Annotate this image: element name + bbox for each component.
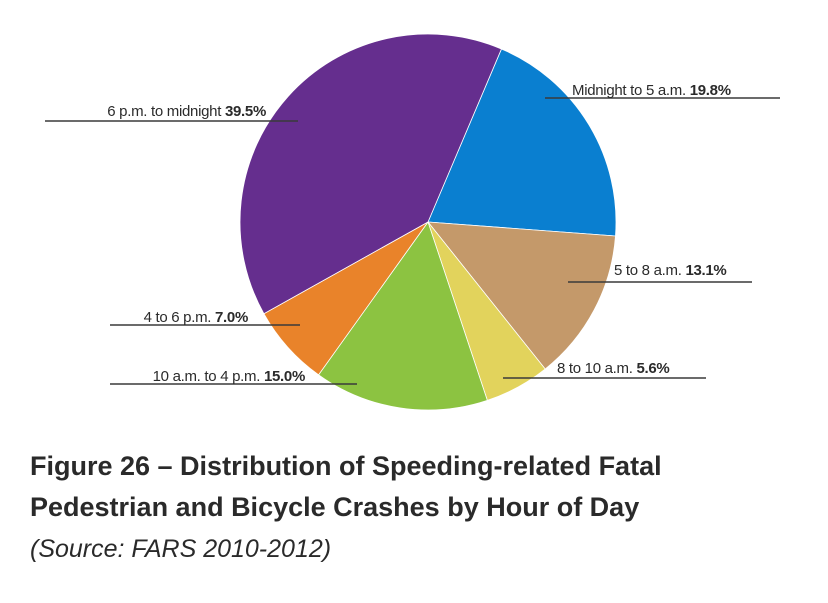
slice-value-label: 13.1% (685, 262, 726, 279)
figure-caption: Figure 26 – Distribution of Speeding-rel… (30, 446, 810, 528)
slice-label-text: 4 to 6 p.m. (144, 309, 215, 326)
pie-chart: Midnight to 5 a.m. 19.8% 5 to 8 a.m. 13.1… (45, 33, 780, 411)
slice-value-label: 15.0% (264, 368, 305, 385)
slice-value-label: 39.5% (225, 103, 266, 120)
slice-label-3: 8 to 10 a.m. 5.6% (557, 360, 669, 377)
figure-source: (Source: FARS 2010-2012) (30, 535, 332, 563)
slice-value-label: 19.8% (690, 82, 731, 99)
pie-slice-2 (427, 221, 616, 370)
caption-line-1: Figure 26 – Distribution of Speeding-rel… (30, 451, 662, 481)
slice-label-1: Midnight to 5 a.m. 19.8% (572, 82, 731, 99)
slice-label-text: 10 a.m. to 4 p.m. (153, 368, 264, 385)
slice-label-text: 8 to 10 a.m. (557, 360, 636, 377)
slice-value-label: 7.0% (215, 309, 248, 326)
caption-line-2: Pedestrian and Bicycle Crashes by Hour o… (30, 492, 640, 522)
slice-label-text: 5 to 8 a.m. (614, 262, 685, 279)
pie-slice-6 (239, 33, 502, 315)
slice-label-5: 4 to 6 p.m. 7.0% (144, 309, 248, 326)
slice-label-6: 6 p.m. to midnight 39.5% (107, 103, 266, 120)
slice-label-4: 10 a.m. to 4 p.m. 15.0% (153, 368, 305, 385)
slice-value-label: 5.6% (636, 360, 669, 377)
pie-slice-4 (318, 221, 488, 411)
slice-label-text: Midnight to 5 a.m. (572, 82, 690, 99)
pie-slice-1 (427, 48, 617, 237)
slice-label-2: 5 to 8 a.m. 13.1% (614, 262, 726, 279)
slice-label-text: 6 p.m. to midnight (107, 103, 225, 120)
